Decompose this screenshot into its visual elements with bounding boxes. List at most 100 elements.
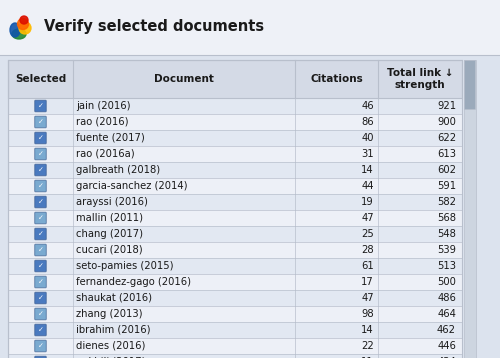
Text: ✓: ✓ <box>38 247 44 253</box>
Text: Document: Document <box>154 74 214 84</box>
Bar <box>8 226 462 242</box>
Bar <box>8 242 462 258</box>
FancyBboxPatch shape <box>34 148 46 160</box>
Text: 602: 602 <box>437 165 456 175</box>
Text: ✓: ✓ <box>38 327 44 333</box>
Ellipse shape <box>10 23 20 37</box>
Text: 31: 31 <box>362 149 374 159</box>
Text: ✓: ✓ <box>38 295 44 301</box>
Text: 61: 61 <box>361 261 374 271</box>
FancyBboxPatch shape <box>34 260 46 272</box>
Bar <box>8 60 462 358</box>
Text: 446: 446 <box>437 341 456 351</box>
Text: 486: 486 <box>437 293 456 303</box>
Text: cucari (2018): cucari (2018) <box>76 245 142 255</box>
Text: 46: 46 <box>362 101 374 111</box>
Ellipse shape <box>20 16 28 24</box>
Text: ✓: ✓ <box>38 263 44 269</box>
Text: 40: 40 <box>362 133 374 143</box>
Text: Selected: Selected <box>15 74 66 84</box>
Text: 14: 14 <box>362 165 374 175</box>
Text: 513: 513 <box>437 261 456 271</box>
FancyBboxPatch shape <box>34 132 46 144</box>
Text: seto-pamies (2015): seto-pamies (2015) <box>76 261 174 271</box>
Text: shaukat (2016): shaukat (2016) <box>76 293 152 303</box>
Bar <box>464 60 476 358</box>
Bar <box>8 258 462 274</box>
Ellipse shape <box>12 29 26 39</box>
Text: 539: 539 <box>437 245 456 255</box>
FancyBboxPatch shape <box>34 276 46 288</box>
Text: ✓: ✓ <box>38 231 44 237</box>
Text: 500: 500 <box>437 277 456 287</box>
Text: fernandez-gago (2016): fernandez-gago (2016) <box>76 277 191 287</box>
Text: 98: 98 <box>362 309 374 319</box>
Text: ✓: ✓ <box>38 215 44 221</box>
Text: 900: 900 <box>437 117 456 127</box>
Bar <box>8 60 462 98</box>
Text: 44: 44 <box>362 181 374 191</box>
Text: 11: 11 <box>361 357 374 358</box>
FancyBboxPatch shape <box>34 196 46 208</box>
Text: 582: 582 <box>437 197 456 207</box>
Text: ✓: ✓ <box>38 119 44 125</box>
Text: ✓: ✓ <box>38 343 44 349</box>
Text: 22: 22 <box>361 341 374 351</box>
Ellipse shape <box>18 19 28 29</box>
Text: ibrahim (2016): ibrahim (2016) <box>76 325 150 335</box>
Text: 434: 434 <box>437 357 456 358</box>
Text: 17: 17 <box>361 277 374 287</box>
Bar <box>8 210 462 226</box>
Text: garcia-sanchez (2014): garcia-sanchez (2014) <box>76 181 188 191</box>
Text: ✓: ✓ <box>38 311 44 317</box>
Text: 462: 462 <box>437 325 456 335</box>
Bar <box>8 60 462 98</box>
Bar <box>8 338 462 354</box>
Text: ✓: ✓ <box>38 151 44 157</box>
Text: fuente (2017): fuente (2017) <box>76 133 145 143</box>
Text: ✓: ✓ <box>38 103 44 109</box>
Text: 25: 25 <box>361 229 374 239</box>
Bar <box>8 178 462 194</box>
FancyBboxPatch shape <box>34 244 46 256</box>
FancyBboxPatch shape <box>464 61 475 110</box>
Text: 622: 622 <box>437 133 456 143</box>
Text: 28: 28 <box>362 245 374 255</box>
Text: galbreath (2018): galbreath (2018) <box>76 165 160 175</box>
Bar <box>8 114 462 130</box>
Text: dienes (2016): dienes (2016) <box>76 341 146 351</box>
Text: 613: 613 <box>437 149 456 159</box>
FancyBboxPatch shape <box>34 180 46 192</box>
Bar <box>0 0 500 55</box>
Bar <box>8 130 462 146</box>
FancyBboxPatch shape <box>34 340 46 352</box>
Bar <box>8 354 462 358</box>
Bar <box>8 322 462 338</box>
Bar <box>8 162 462 178</box>
FancyBboxPatch shape <box>34 228 46 240</box>
Text: 14: 14 <box>362 325 374 335</box>
Text: 19: 19 <box>361 197 374 207</box>
Text: ✓: ✓ <box>38 199 44 205</box>
Text: 548: 548 <box>437 229 456 239</box>
Text: ✓: ✓ <box>38 167 44 173</box>
Text: zhang (2013): zhang (2013) <box>76 309 142 319</box>
FancyBboxPatch shape <box>34 212 46 224</box>
Text: 47: 47 <box>362 293 374 303</box>
Bar <box>8 306 462 322</box>
Bar <box>8 146 462 162</box>
Text: Verify selected documents: Verify selected documents <box>44 19 264 34</box>
FancyBboxPatch shape <box>34 116 46 128</box>
Text: jain (2016): jain (2016) <box>76 101 130 111</box>
FancyBboxPatch shape <box>34 308 46 320</box>
Text: Citations: Citations <box>310 74 363 84</box>
Text: nekhili (2017): nekhili (2017) <box>76 357 146 358</box>
FancyBboxPatch shape <box>34 292 46 304</box>
Bar <box>8 194 462 210</box>
FancyBboxPatch shape <box>34 100 46 112</box>
Text: 464: 464 <box>437 309 456 319</box>
Text: rao (2016a): rao (2016a) <box>76 149 134 159</box>
Bar <box>8 274 462 290</box>
Text: 591: 591 <box>437 181 456 191</box>
Text: 921: 921 <box>437 101 456 111</box>
